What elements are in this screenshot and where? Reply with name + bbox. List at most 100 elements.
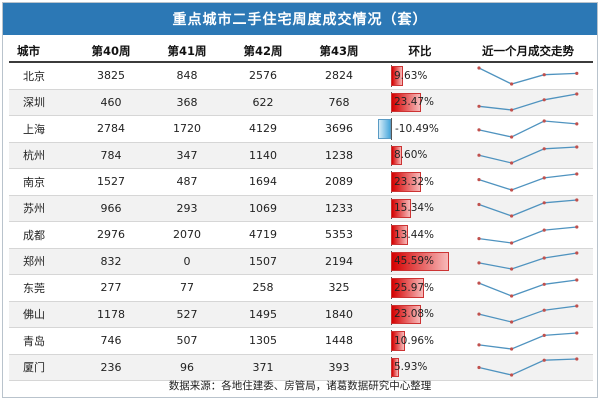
sparkline-line <box>478 146 577 164</box>
sparkline-point <box>542 333 546 337</box>
trend-cell <box>463 248 593 275</box>
week-value-cell: 1305 <box>225 327 301 355</box>
sparkline-point <box>575 331 579 335</box>
table-row: 佛山 1178 527 1495 1840 23.08% <box>9 301 593 328</box>
week-value-cell: 746 <box>73 327 149 355</box>
sparkline-point <box>575 145 579 149</box>
trend-sparkline <box>477 145 579 165</box>
week-value-cell: 1238 <box>301 142 377 169</box>
change-bar-positive <box>391 357 399 377</box>
sparkline-point <box>542 119 546 123</box>
sparkline-point <box>477 128 481 132</box>
sparkline-point <box>477 203 481 207</box>
city-cell: 杭州 <box>9 142 73 169</box>
change-label: 23.32% <box>394 175 435 188</box>
table-row: 郑州 832 0 1507 2194 45.59% <box>9 248 593 275</box>
week-value-cell: 1448 <box>301 327 377 355</box>
change-bar-positive <box>391 145 402 165</box>
sparkline-line <box>478 305 577 323</box>
sparkline-line <box>478 332 577 350</box>
table-row: 成都 2976 2070 4719 5353 13.44% <box>9 221 593 249</box>
sparkline-line <box>478 226 577 244</box>
sparkline-line <box>478 173 577 191</box>
week-value-cell: 2824 <box>301 62 377 90</box>
week-value-cell: 2070 <box>149 221 225 249</box>
city-cell: 郑州 <box>9 248 73 275</box>
week-value-cell: 393 <box>301 354 377 381</box>
change-bar-positive <box>391 225 409 245</box>
week-value-cell: 371 <box>225 354 301 381</box>
city-cell: 青岛 <box>9 327 73 355</box>
sparkline-point <box>477 153 481 158</box>
week-value-cell: 96 <box>149 354 225 381</box>
header-week-43: 第43周 <box>301 41 377 63</box>
change-cell: -10.49% <box>377 115 463 143</box>
change-bar-positive <box>391 92 422 112</box>
sparkline-line <box>478 120 577 138</box>
trend-cell <box>463 89 593 116</box>
change-cell: 23.47% <box>377 89 463 116</box>
weekly-transactions-table: 城市 第40周 第41周 第42周 第43周 环比 近一个月成交走势 北京 382… <box>9 41 593 381</box>
sparkline-point <box>510 161 514 165</box>
sparkline-point <box>575 278 579 282</box>
week-value-cell: 784 <box>73 142 149 169</box>
sparkline-point <box>510 241 514 245</box>
week-value-cell: 2194 <box>301 248 377 275</box>
sparkline-point <box>575 71 579 75</box>
table-row: 东莞 277 77 258 325 25.97% <box>9 274 593 302</box>
trend-sparkline <box>477 92 579 112</box>
trend-cell <box>463 115 593 143</box>
table-row: 北京 3825 848 2576 2824 9.63% <box>9 62 593 90</box>
change-cell: 13.44% <box>377 221 463 249</box>
sparkline-point <box>477 177 481 181</box>
table-row: 青岛 746 507 1305 1448 10.96% <box>9 327 593 355</box>
change-label: 13.44% <box>394 228 435 241</box>
week-value-cell: 236 <box>73 354 149 381</box>
sparkline-point <box>510 188 514 192</box>
trend-sparkline <box>477 304 579 324</box>
city-cell: 成都 <box>9 221 73 249</box>
sparkline-point <box>575 92 579 96</box>
header-trend: 近一个月成交走势 <box>463 41 593 63</box>
city-cell: 北京 <box>9 62 73 90</box>
city-cell: 厦门 <box>9 354 73 381</box>
change-cell: 23.32% <box>377 168 463 196</box>
week-value-cell: 5353 <box>301 221 377 249</box>
sparkline-point <box>477 261 481 265</box>
sparkline-line <box>478 67 577 85</box>
trend-sparkline <box>477 357 579 377</box>
week-value-cell: 4719 <box>225 221 301 249</box>
sparkline-point <box>477 281 481 285</box>
week-value-cell: 77 <box>149 274 225 302</box>
change-label: 9.63% <box>394 69 428 82</box>
trend-cell <box>463 301 593 328</box>
week-value-cell: 848 <box>149 62 225 90</box>
data-source-note: 数据来源：各地住建委、房管局，诸葛数据研究中心整理 <box>168 380 432 392</box>
sparkline-point <box>575 357 579 361</box>
week-value-cell: 277 <box>73 274 149 302</box>
week-value-cell: 4129 <box>225 115 301 143</box>
trend-cell <box>463 221 593 249</box>
change-label: 23.08% <box>394 308 435 321</box>
change-bar-positive <box>391 66 404 86</box>
sparkline-point <box>575 172 579 176</box>
change-bar-positive <box>391 251 450 271</box>
sparkline-point <box>575 304 579 308</box>
sparkline-point <box>542 358 546 363</box>
header-change: 环比 <box>377 41 463 63</box>
city-cell: 苏州 <box>9 195 73 222</box>
sparkline-point <box>542 98 546 102</box>
week-value-cell: 832 <box>73 248 149 275</box>
sparkline-line <box>478 199 577 217</box>
week-value-cell: 293 <box>149 195 225 222</box>
change-label: 5.93% <box>394 361 428 374</box>
week-value-cell: 1069 <box>225 195 301 222</box>
change-label: 15.34% <box>394 202 435 215</box>
change-label: 23.47% <box>394 96 435 109</box>
change-bar-negative <box>377 119 391 139</box>
week-value-cell: 966 <box>73 195 149 222</box>
week-value-cell: 2089 <box>301 168 377 196</box>
sparkline-line <box>478 358 577 376</box>
sparkline-point <box>575 251 579 255</box>
